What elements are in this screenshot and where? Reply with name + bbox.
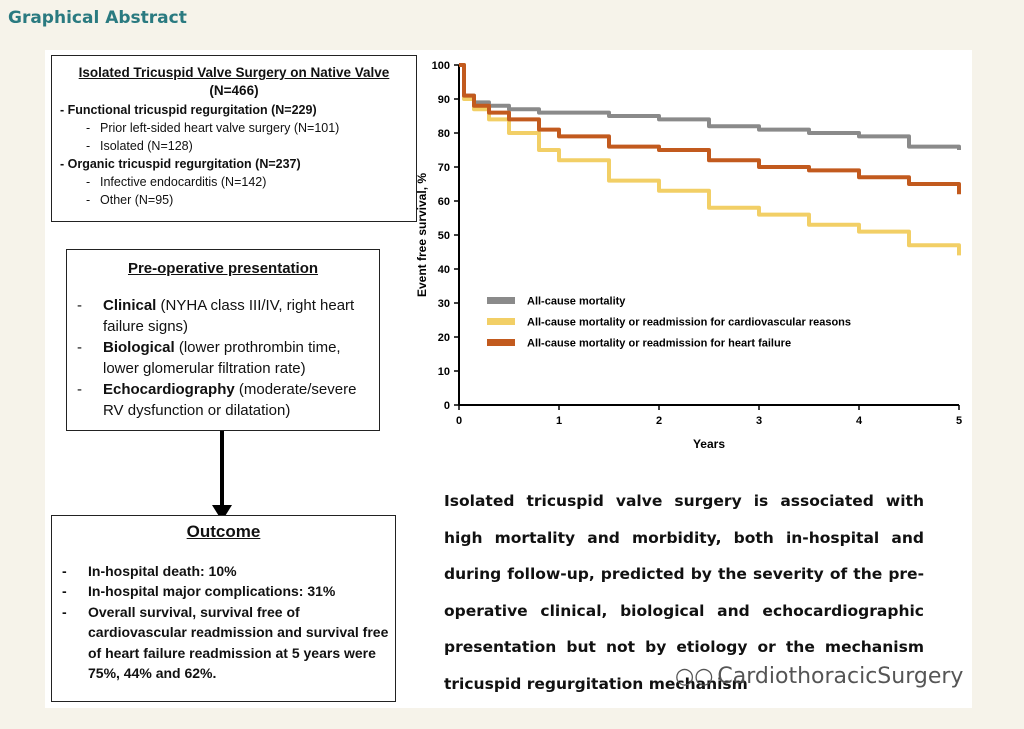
presentation-item-bold: Echocardiography — [103, 381, 235, 398]
wechat-icon: ○○ — [675, 664, 714, 689]
presentation-item: - Echocardiography (moderate/severe RV dy… — [77, 381, 357, 419]
group-item: - Infective endocarditis (N=142) — [86, 175, 267, 189]
y-tick-label: 90 — [438, 94, 450, 106]
outcome-item-text: In-hospital major complications: 31% — [88, 583, 336, 599]
legend-swatch-2 — [487, 318, 515, 325]
legend-label-3: All-cause mortality or readmission for h… — [527, 338, 791, 350]
x-axis-label: Years — [693, 437, 725, 451]
y-tick-label: 40 — [438, 264, 450, 276]
group-label: - Functional tricuspid regurgitation (N=… — [60, 103, 317, 117]
y-axis-label: Event free survival, % — [415, 173, 429, 297]
group-item-text: Infective endocarditis (N=142) — [100, 175, 267, 189]
group-label: - Organic tricuspid regurgitation (N=237… — [60, 157, 301, 171]
series-line-3 — [459, 63, 961, 195]
y-tick-label: 50 — [438, 230, 450, 242]
y-tick-label: 20 — [438, 332, 450, 344]
outcome-item: - Overall survival, survival free of card… — [58, 602, 389, 684]
group-item: - Isolated (N=128) — [86, 139, 193, 153]
x-tick-label: 4 — [856, 415, 863, 427]
y-tick-label: 10 — [438, 366, 450, 378]
cohort-title: Isolated Tricuspid Valve Surgery on Nati… — [78, 65, 390, 80]
series-line-2 — [459, 63, 961, 256]
outcome-item: - In-hospital major complications: 31% — [58, 581, 389, 602]
abstract-panel: Isolated Tricuspid Valve Surgery on Nati… — [45, 50, 972, 708]
cohort-box: Isolated Tricuspid Valve Surgery on Nati… — [51, 55, 417, 222]
x-tick-label: 5 — [956, 415, 962, 427]
presentation-item-text: (moderate/severe RV dysfunction or dilat… — [103, 381, 357, 419]
legend-swatch-1 — [487, 297, 515, 304]
outcome-item-text: In-hospital death: 10% — [88, 562, 237, 579]
group-item: - Other (N=95) — [86, 193, 174, 207]
group-item-text: Other (N=95) — [100, 193, 174, 207]
watermark-text: CardiothoracicSurgery — [717, 664, 964, 689]
watermark: ○○ CardiothoracicSurgery — [675, 664, 963, 689]
outcome-item-text: Overall survival, survival free of cardi… — [88, 603, 389, 682]
y-tick-label: 60 — [438, 196, 450, 208]
x-tick-label: 3 — [756, 415, 762, 427]
y-tick-label: 30 — [438, 298, 450, 310]
group-organic: - Organic tricuspid regurgitation (N=237… — [60, 155, 408, 209]
cohort-count: (N=466) — [209, 83, 259, 98]
group-functional: - Functional tricuspid regurgitation (N=… — [60, 101, 408, 155]
conclusion-text: Isolated tricuspid valve surgery is asso… — [444, 492, 924, 693]
flow-arrow-shaft — [220, 431, 224, 509]
graphical-abstract-heading: Graphical Abstract — [8, 8, 187, 28]
series-line-1 — [459, 63, 961, 150]
presentation-item-text: (NYHA class III/IV, right heart failure … — [103, 297, 355, 335]
legend-label-2: All-cause mortality or readmission for c… — [527, 317, 851, 329]
x-tick-label: 1 — [556, 415, 562, 427]
legend-label-1: All-cause mortality — [527, 296, 626, 308]
group-item: - Prior left-sided heart valve surgery (N… — [86, 121, 340, 135]
legend-swatch-3 — [487, 339, 515, 346]
y-tick-label: 0 — [444, 400, 450, 412]
survival-chart: 0 10 20 30 40 50 60 70 80 90 100 0 1 2 3 4 5 Years Event f… — [415, 60, 962, 451]
presentation-item: - Biological (lower prothrombin time, low… — [77, 339, 341, 377]
outcome-box: Outcome - In-hospital death: 10% - In-hosp… — [51, 515, 396, 702]
y-tick-label: 100 — [432, 60, 450, 72]
presentation-title: Pre-operative presentation — [127, 260, 319, 277]
presentation-item-bold: Clinical — [103, 297, 157, 314]
x-tick-label: 2 — [656, 415, 662, 427]
y-tick-label: 80 — [438, 128, 450, 140]
group-item-text: Isolated (N=128) — [100, 139, 193, 153]
presentation-item: - Clinical (NYHA class III/IV, right hear… — [77, 297, 355, 335]
presentation-item-bold: Biological — [103, 339, 175, 356]
outcome-item: - In-hospital death: 10% — [58, 561, 389, 582]
presentation-item-text: (lower prothrombin time, lower glomerula… — [103, 339, 341, 377]
x-tick-label: 0 — [456, 415, 462, 427]
outcome-title: Outcome — [186, 522, 261, 541]
group-item-text: Prior left-sided heart valve surgery (N=… — [100, 121, 340, 135]
presentation-box: Pre-operative presentation - Clinical (NY… — [66, 249, 380, 431]
y-tick-label: 70 — [438, 162, 450, 174]
